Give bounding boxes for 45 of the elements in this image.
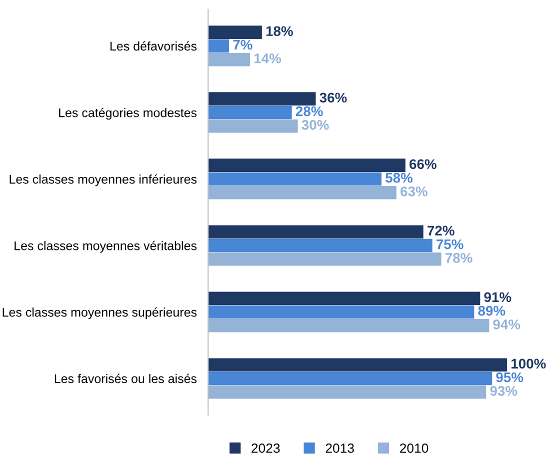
y-tick-label: Les classes moyennes supérieures: [2, 307, 197, 320]
data-label: 91%: [484, 292, 512, 302]
y-tick-label: Les catégories modestes: [59, 108, 197, 120]
data-label: 30%: [302, 120, 329, 130]
legend-label: 2013: [326, 444, 354, 453]
bar: [208, 372, 492, 386]
bar: [208, 225, 424, 238]
data-label: 18%: [266, 26, 293, 36]
bar: [208, 238, 432, 252]
legend-label: 2023: [252, 444, 280, 453]
data-label: 63%: [400, 186, 428, 196]
y-tick-label: Les classes moyennes inférieures: [10, 174, 197, 186]
bar: [208, 52, 250, 66]
legend-label: 2010: [400, 444, 428, 453]
data-label: 7%: [233, 40, 252, 50]
bar: [208, 158, 406, 172]
data-label: 94%: [493, 320, 520, 330]
y-tick-label: Les favorisés ou les aisés: [54, 374, 197, 384]
y-tick-label: Les défavorisés: [110, 41, 197, 51]
bar: [208, 26, 262, 39]
bar: [208, 39, 230, 53]
bar: [208, 305, 474, 319]
data-label: 66%: [410, 159, 436, 170]
bar: [208, 252, 442, 266]
bar: [208, 358, 508, 372]
bar: [208, 106, 292, 120]
bar: [208, 318, 490, 332]
data-label: 100%: [512, 358, 546, 369]
data-label: 14%: [254, 54, 282, 64]
bar: [208, 92, 316, 106]
data-label: 78%: [445, 253, 472, 263]
data-label: 95%: [496, 372, 524, 382]
data-label: 72%: [428, 226, 454, 236]
data-label: 36%: [320, 92, 347, 103]
bar: [208, 186, 396, 200]
y-tick-label: Les classes moyennes véritables: [14, 240, 197, 253]
bar: [208, 385, 486, 399]
bar: [208, 292, 480, 305]
data-label: 93%: [490, 386, 518, 396]
bar: [208, 172, 382, 186]
bar: [208, 119, 298, 133]
data-label: 28%: [296, 106, 323, 116]
data-label: 75%: [436, 239, 464, 250]
data-label: 58%: [386, 172, 413, 183]
data-label: 89%: [478, 306, 506, 316]
